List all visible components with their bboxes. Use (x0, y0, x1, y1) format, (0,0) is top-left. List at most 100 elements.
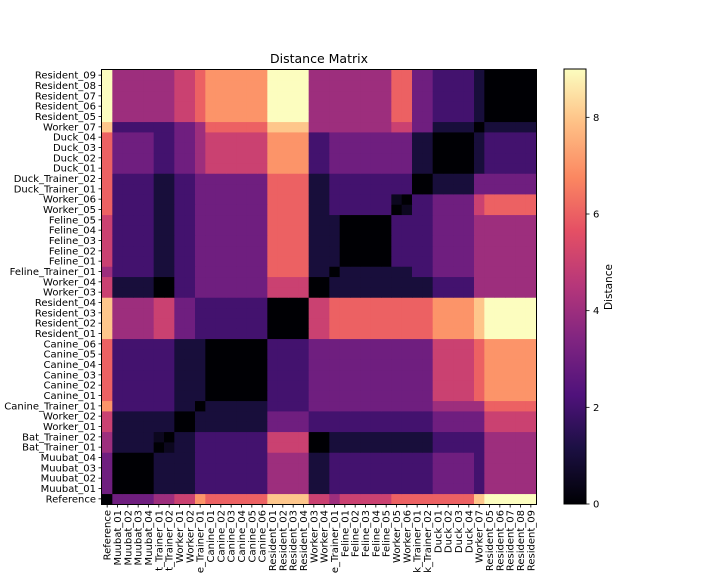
heatmap-cell (515, 473, 527, 484)
y-tick-label: Feline_04 (49, 226, 96, 237)
heatmap-cell (277, 307, 289, 319)
heatmap-cell (174, 80, 186, 92)
heatmap-cell (267, 256, 279, 267)
x-tick-label: Duck_03 (454, 510, 465, 553)
heatmap-cell (401, 256, 413, 267)
heatmap-cell (401, 431, 413, 443)
heatmap-cell (298, 411, 310, 422)
heatmap-cell (308, 121, 320, 133)
heatmap-cell (484, 287, 496, 298)
y-tick-label: Resident_03 (35, 308, 96, 319)
heatmap-cell (164, 194, 175, 205)
heatmap-cell (298, 132, 310, 143)
heatmap-cell (288, 235, 299, 247)
heatmap-cell (412, 225, 423, 236)
heatmap-cell (205, 142, 217, 154)
heatmap-cell (308, 194, 320, 205)
heatmap-cell (298, 121, 310, 133)
heatmap-cell (391, 132, 403, 143)
heatmap-cell (319, 266, 330, 278)
heatmap-cell (432, 483, 444, 495)
heatmap-cell (329, 204, 341, 216)
heatmap-cell (505, 80, 516, 92)
heatmap-cell (122, 204, 134, 216)
heatmap-cell (391, 90, 403, 102)
heatmap-cell (288, 483, 299, 495)
heatmap-cell (277, 359, 289, 371)
heatmap-cell (494, 256, 506, 267)
y-tick-label: Worker_03 (43, 288, 96, 299)
heatmap-cell (226, 101, 237, 112)
heatmap-cell (350, 431, 361, 443)
heatmap-cell (319, 318, 330, 329)
heatmap-cell (184, 101, 196, 112)
heatmap-cell (298, 369, 310, 381)
heatmap-cell (246, 121, 258, 133)
heatmap-cell (505, 483, 516, 495)
heatmap-cell (391, 483, 403, 495)
heatmap-cell (401, 204, 413, 216)
heatmap-cell (432, 183, 444, 195)
heatmap-cell (525, 359, 537, 371)
heatmap-cell (236, 462, 248, 474)
heatmap-cell (463, 483, 475, 495)
heatmap-cell (339, 70, 351, 81)
heatmap-cell (474, 204, 485, 216)
colorbar-tick-label: 8 (593, 113, 599, 124)
heatmap-cell (277, 276, 289, 288)
heatmap-cell (226, 287, 237, 298)
heatmap-cell (277, 70, 289, 81)
heatmap-cell (122, 483, 134, 495)
heatmap-cell (381, 204, 392, 216)
heatmap-cell (432, 473, 444, 484)
heatmap-cell (288, 349, 299, 360)
heatmap-cell (381, 235, 392, 247)
heatmap-cell (246, 214, 258, 226)
heatmap-cell (484, 152, 496, 164)
y-tick-label: Resident_01 (35, 329, 96, 340)
heatmap-cell (350, 70, 361, 81)
heatmap-cell (350, 359, 361, 371)
heatmap-cell (463, 214, 475, 226)
heatmap-cell (236, 287, 248, 298)
heatmap-cell (246, 152, 258, 164)
heatmap-cell (122, 297, 134, 309)
heatmap-cell (484, 483, 496, 495)
heatmap-cell (215, 297, 227, 309)
heatmap-cell (288, 462, 299, 474)
heatmap-cell (102, 473, 113, 484)
x-tick-label: Reference (103, 510, 114, 560)
heatmap-cell (257, 183, 268, 195)
x-tick-label: Resident_04 (299, 510, 310, 571)
heatmap-cell (381, 431, 392, 443)
y-tick-label: Worker_02 (43, 412, 96, 423)
heatmap-cell (432, 70, 444, 81)
heatmap-cell (515, 380, 527, 391)
heatmap-cell (226, 442, 237, 453)
heatmap-cell (422, 276, 434, 288)
heatmap-cell (143, 328, 155, 340)
heatmap-cell (257, 235, 268, 247)
x-tick-label: Worker_07 (475, 510, 486, 563)
heatmap-cell (370, 142, 382, 154)
heatmap-cell (102, 235, 113, 247)
heatmap-cell (195, 442, 206, 453)
heatmap-cell (329, 256, 341, 267)
heatmap-cell (164, 173, 175, 185)
heatmap-cell (525, 462, 537, 474)
heatmap-cell (277, 411, 289, 422)
heatmap-cell (515, 452, 527, 464)
heatmap-cell (277, 225, 289, 236)
heatmap-cell (277, 90, 289, 102)
heatmap-cell (267, 173, 279, 185)
heatmap-cell (267, 442, 279, 453)
heatmap-cell (432, 462, 444, 474)
heatmap-cell (401, 462, 413, 474)
heatmap-cell (205, 276, 217, 288)
heatmap-cell (319, 70, 330, 81)
heatmap-cell (391, 194, 403, 205)
heatmap-cell (174, 152, 186, 164)
heatmap-cell (112, 245, 124, 257)
heatmap-cell (350, 462, 361, 474)
heatmap-cell (339, 183, 351, 195)
